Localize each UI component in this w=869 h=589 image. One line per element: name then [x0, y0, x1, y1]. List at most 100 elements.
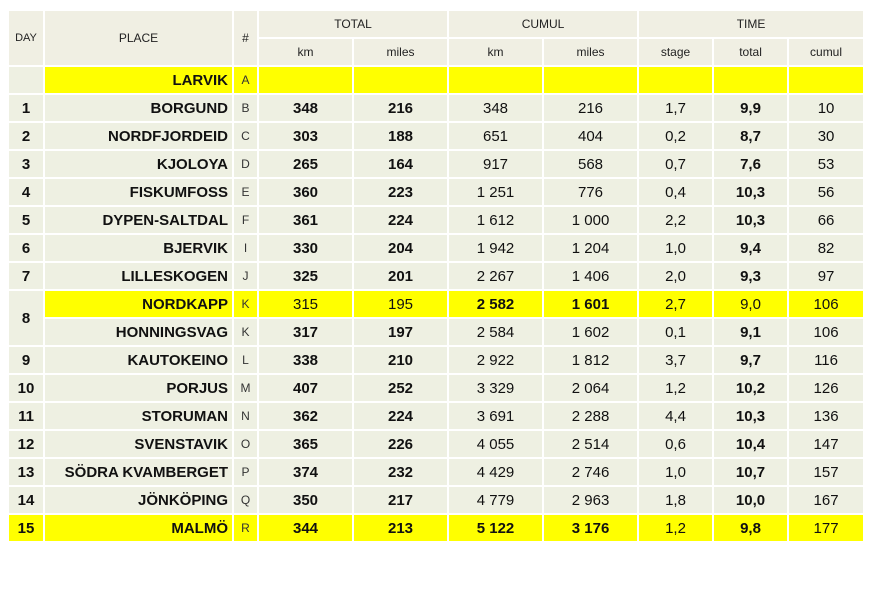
- letter-cell: J: [232, 261, 259, 291]
- time-cumul-cell: 10: [787, 93, 866, 123]
- cumul-km-cell: 2 584: [447, 317, 545, 347]
- table-row: 7 LILLESKOGEN J 325 201 2 267 1 406 2,0 9,3 97: [7, 261, 866, 291]
- place-cell: NORDKAPP: [43, 289, 234, 319]
- total-miles-cell: 188: [351, 121, 450, 151]
- letter-cell: C: [232, 121, 259, 151]
- time-cumul-cell: 126: [787, 373, 866, 403]
- table-row: 8 NORDKAPP K 315 195 2 582 1 601 2,7 9,0 106: [7, 289, 866, 347]
- table-row: 11 STORUMAN N 362 224 3 691 2 288 4,4 10,3 136: [7, 401, 866, 431]
- cumul-km-cell: 5 122: [447, 513, 545, 543]
- stage-cell: 2,2: [637, 205, 715, 235]
- cumul-km-cell: 2 267: [447, 261, 545, 291]
- time-total-cell: 10,2: [712, 373, 790, 403]
- cumul-km-cell: 917: [447, 149, 545, 179]
- table-row: 15 MALMÖ R 344 213 5 122 3 176 1,2 9,8 177: [7, 513, 866, 543]
- table-row: 1 BORGUND B 348 216 348 216 1,7 9,9 10: [7, 93, 866, 123]
- time-cumul-cell: 66: [787, 205, 866, 235]
- total-km-cell: 344: [257, 513, 354, 543]
- trip-table: DAY PLACE # TOTAL CUMUL TIME km miles km mi…: [7, 9, 866, 543]
- cumul-km-cell: 4 055: [447, 429, 545, 459]
- time-total-cell: 9,4: [712, 233, 790, 263]
- total-miles-cell: 217: [351, 485, 450, 515]
- time-cumul-cell: 30: [787, 121, 866, 151]
- header-sub: stage: [637, 37, 715, 67]
- time-cumul-cell: 56: [787, 177, 866, 207]
- stage-cell: 1,8: [637, 485, 715, 515]
- day-cell: 1: [7, 93, 45, 123]
- header-sub: cumul: [787, 37, 866, 67]
- total-km-cell: 374: [257, 457, 354, 487]
- time-cumul-cell: 157: [787, 457, 866, 487]
- cumul-km-cell: 3 329: [447, 373, 545, 403]
- total-miles-cell: 195: [351, 289, 450, 319]
- place-cell: SVENSTAVIK: [43, 429, 234, 459]
- cumul-miles-cell: [542, 65, 640, 95]
- place-cell: BJERVIK: [43, 233, 234, 263]
- stage-cell: 1,0: [637, 457, 715, 487]
- cumul-miles-cell: 2 514: [542, 429, 640, 459]
- total-miles-cell: 224: [351, 401, 450, 431]
- stage-cell: 3,7: [637, 345, 715, 375]
- total-miles-cell: 210: [351, 345, 450, 375]
- table-row: 2 NORDFJORDEID C 303 188 651 404 0,2 8,7 30: [7, 121, 866, 151]
- letter-cell: E: [232, 177, 259, 207]
- cumul-km-cell: 348: [447, 93, 545, 123]
- total-km-cell: 303: [257, 121, 354, 151]
- total-miles-cell: 213: [351, 513, 450, 543]
- cumul-miles-cell: 1 812: [542, 345, 640, 375]
- cumul-miles-cell: 2 064: [542, 373, 640, 403]
- total-km-cell: 330: [257, 233, 354, 263]
- header-day: DAY: [7, 9, 45, 67]
- stage-cell: 1,2: [637, 373, 715, 403]
- cumul-km-cell: 1 942: [447, 233, 545, 263]
- total-km-cell: 265: [257, 149, 354, 179]
- total-miles-cell: 216: [351, 93, 450, 123]
- total-km-cell: 362: [257, 401, 354, 431]
- total-miles-cell: 164: [351, 149, 450, 179]
- letter-cell: N: [232, 401, 259, 431]
- time-total-cell: 9,1: [712, 317, 790, 347]
- total-miles-cell: 232: [351, 457, 450, 487]
- cumul-miles-cell: 1 601: [542, 289, 640, 319]
- time-total-cell: 10,0: [712, 485, 790, 515]
- total-km-cell: 348: [257, 93, 354, 123]
- header-cumul: CUMUL: [447, 9, 640, 39]
- stage-cell: 0,1: [637, 317, 715, 347]
- place-cell: JÖNKÖPING: [43, 485, 234, 515]
- time-total-cell: 9,7: [712, 345, 790, 375]
- place-cell: SÖDRA KVAMBERGET: [43, 457, 234, 487]
- time-cumul-cell: 116: [787, 345, 866, 375]
- header-sub: miles: [542, 37, 640, 67]
- day-cell: [7, 65, 45, 95]
- letter-cell: R: [232, 513, 259, 543]
- place-cell: STORUMAN: [43, 401, 234, 431]
- time-cumul-cell: 82: [787, 233, 866, 263]
- place-cell: PORJUS: [43, 373, 234, 403]
- header-sub: miles: [351, 37, 450, 67]
- total-miles-cell: 223: [351, 177, 450, 207]
- time-cumul-cell: 136: [787, 401, 866, 431]
- day-cell: 9: [7, 345, 45, 375]
- stage-cell: 4,4: [637, 401, 715, 431]
- place-cell: MALMÖ: [43, 513, 234, 543]
- table-row: 3 KJOLOYA D 265 164 917 568 0,7 7,6 53: [7, 149, 866, 179]
- table-row: LARVIK A: [7, 65, 866, 95]
- header-hash: #: [232, 9, 259, 67]
- letter-cell: P: [232, 457, 259, 487]
- time-total-cell: 8,7: [712, 121, 790, 151]
- day-cell: 4: [7, 177, 45, 207]
- total-km-cell: 407: [257, 373, 354, 403]
- time-total-cell: 10,3: [712, 205, 790, 235]
- day-cell: 13: [7, 457, 45, 487]
- place-cell: HONNINGSVAG: [43, 317, 234, 347]
- place-cell: LILLESKOGEN: [43, 261, 234, 291]
- letter-cell: Q: [232, 485, 259, 515]
- letter-cell: O: [232, 429, 259, 459]
- stage-cell: 0,4: [637, 177, 715, 207]
- time-cumul-cell: 177: [787, 513, 866, 543]
- cumul-miles-cell: 2 746: [542, 457, 640, 487]
- table-row: 14 JÖNKÖPING Q 350 217 4 779 2 963 1,8 10,0 167: [7, 485, 866, 515]
- table-container: DAY PLACE # TOTAL CUMUL TIME km miles km mi…: [7, 9, 866, 543]
- total-miles-cell: 224: [351, 205, 450, 235]
